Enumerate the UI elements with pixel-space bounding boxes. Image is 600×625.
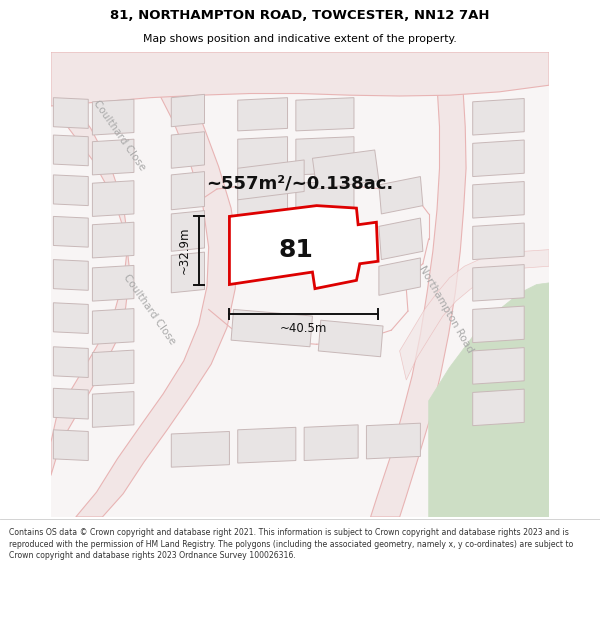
Polygon shape xyxy=(238,98,287,131)
Polygon shape xyxy=(53,302,88,334)
Text: 81: 81 xyxy=(278,238,313,262)
Polygon shape xyxy=(53,135,88,166)
Polygon shape xyxy=(318,320,383,357)
Polygon shape xyxy=(76,52,237,517)
Polygon shape xyxy=(473,389,524,426)
Polygon shape xyxy=(92,99,134,135)
Polygon shape xyxy=(313,150,379,189)
Polygon shape xyxy=(53,175,88,206)
Polygon shape xyxy=(296,181,354,218)
Polygon shape xyxy=(304,425,358,461)
Polygon shape xyxy=(171,132,205,168)
Polygon shape xyxy=(296,137,354,175)
Polygon shape xyxy=(92,350,134,386)
Text: 81, NORTHAMPTON ROAD, TOWCESTER, NN12 7AH: 81, NORTHAMPTON ROAD, TOWCESTER, NN12 7A… xyxy=(110,9,490,22)
Polygon shape xyxy=(238,160,304,200)
Polygon shape xyxy=(53,430,88,461)
Polygon shape xyxy=(171,252,205,292)
Text: Northampton Road: Northampton Road xyxy=(417,264,475,354)
Polygon shape xyxy=(53,259,88,290)
Polygon shape xyxy=(371,52,466,517)
Polygon shape xyxy=(400,249,549,380)
Polygon shape xyxy=(379,218,423,259)
Polygon shape xyxy=(238,428,296,463)
Polygon shape xyxy=(473,348,524,384)
Polygon shape xyxy=(379,258,421,295)
Polygon shape xyxy=(229,206,378,289)
Polygon shape xyxy=(473,223,524,259)
Polygon shape xyxy=(473,99,524,135)
Polygon shape xyxy=(473,140,524,176)
Polygon shape xyxy=(296,98,354,131)
Polygon shape xyxy=(53,98,88,128)
Polygon shape xyxy=(238,181,287,218)
Text: Coulthard Close: Coulthard Close xyxy=(121,272,177,346)
Polygon shape xyxy=(473,306,524,343)
Polygon shape xyxy=(473,264,524,301)
Polygon shape xyxy=(171,211,205,251)
Polygon shape xyxy=(238,137,287,175)
Polygon shape xyxy=(92,309,134,344)
Polygon shape xyxy=(92,139,134,175)
Polygon shape xyxy=(379,176,423,214)
Text: Map shows position and indicative extent of the property.: Map shows position and indicative extent… xyxy=(143,34,457,44)
Polygon shape xyxy=(92,181,134,216)
Polygon shape xyxy=(171,431,229,467)
Text: ~32.9m: ~32.9m xyxy=(178,227,190,274)
Polygon shape xyxy=(92,222,134,258)
Polygon shape xyxy=(171,172,205,210)
Polygon shape xyxy=(53,347,88,378)
Polygon shape xyxy=(473,181,524,218)
Text: Coulthard Close: Coulthard Close xyxy=(91,98,147,172)
Polygon shape xyxy=(53,388,88,419)
Polygon shape xyxy=(367,423,421,459)
Polygon shape xyxy=(51,69,130,476)
Polygon shape xyxy=(171,94,205,127)
Polygon shape xyxy=(429,283,549,517)
Polygon shape xyxy=(51,52,549,106)
Text: Contains OS data © Crown copyright and database right 2021. This information is : Contains OS data © Crown copyright and d… xyxy=(9,528,573,561)
Polygon shape xyxy=(92,266,134,301)
Text: ~557m²/~0.138ac.: ~557m²/~0.138ac. xyxy=(206,174,394,192)
Text: ~40.5m: ~40.5m xyxy=(280,322,328,335)
Polygon shape xyxy=(53,216,88,247)
Polygon shape xyxy=(92,392,134,428)
Polygon shape xyxy=(231,309,313,347)
